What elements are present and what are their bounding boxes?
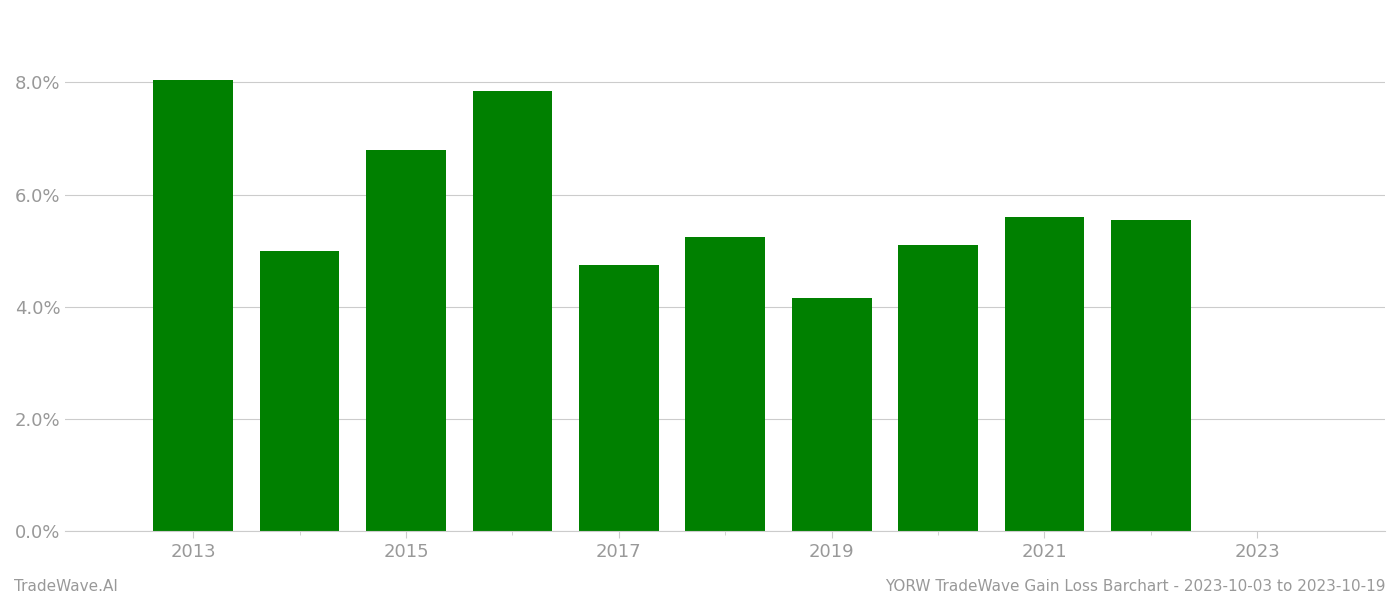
Bar — [473, 91, 553, 531]
Text: TradeWave.AI: TradeWave.AI — [14, 579, 118, 594]
Bar — [792, 298, 872, 531]
Bar — [153, 80, 232, 531]
Bar — [1112, 220, 1191, 531]
Bar — [1005, 217, 1085, 531]
Bar — [686, 236, 766, 531]
Bar — [580, 265, 659, 531]
Bar — [899, 245, 979, 531]
Text: YORW TradeWave Gain Loss Barchart - 2023-10-03 to 2023-10-19: YORW TradeWave Gain Loss Barchart - 2023… — [885, 579, 1386, 594]
Bar — [367, 149, 447, 531]
Bar — [259, 251, 339, 531]
